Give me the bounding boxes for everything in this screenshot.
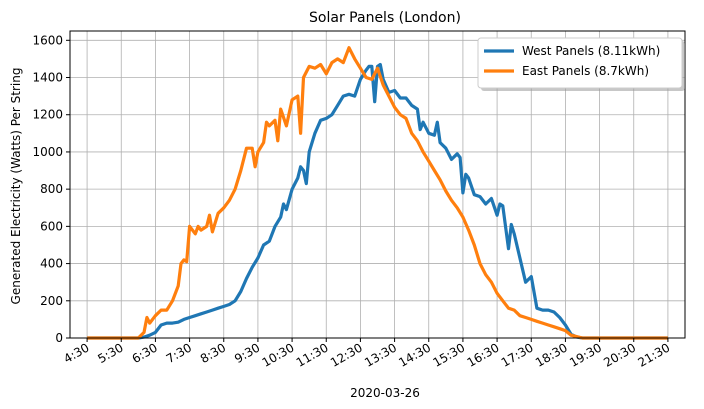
y-tick-label: 400: [40, 257, 63, 271]
y-tick-label: 800: [40, 182, 63, 196]
y-tick-label: 600: [40, 219, 63, 233]
series-lines: [87, 46, 668, 340]
legend-label-0: West Panels (8.11kWh): [522, 44, 660, 58]
y-tick-label: 1400: [32, 71, 63, 85]
y-axis-ticks: 0 200 400 600 800 1000 1200 1400 1600: [32, 33, 70, 345]
legend-label-1: East Panels (8.7kWh): [522, 64, 649, 78]
series-line-0: [87, 62, 668, 340]
chart-title: Solar Panels (London): [309, 10, 461, 26]
y-tick-label: 1200: [32, 108, 63, 122]
x-axis-label: 2020-03-26: [350, 386, 420, 400]
y-axis-label: Generated Electricity (Watts) Per String: [9, 68, 23, 305]
legend-box: [477, 37, 683, 89]
y-tick-label: 0: [55, 331, 63, 345]
legend: West Panels (8.11kWh) East Panels (8.7kWh…: [477, 37, 685, 91]
y-tick-label: 1000: [32, 145, 63, 159]
plot-frame: [69, 30, 686, 339]
series-line-1: [87, 46, 668, 340]
y-tick-label: 1600: [32, 33, 63, 47]
y-tick-label: 200: [40, 294, 63, 308]
